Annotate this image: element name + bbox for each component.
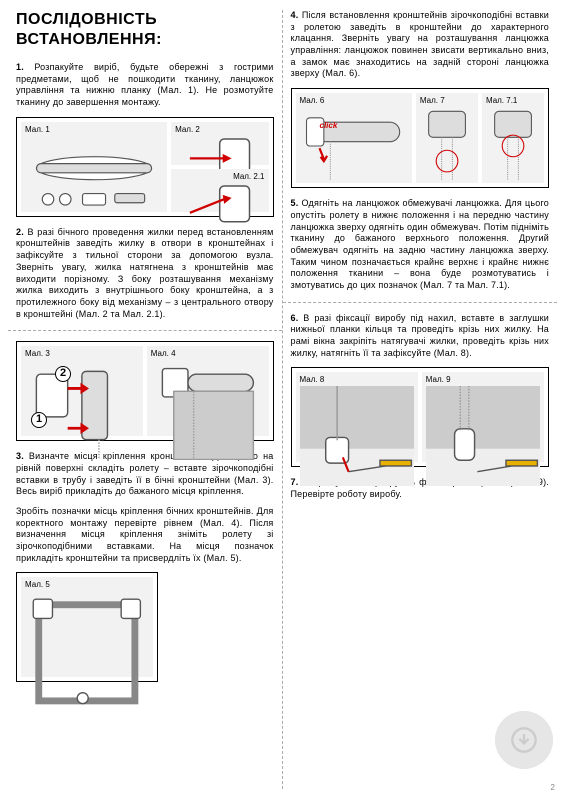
figure-2-label: Мал. 2 — [175, 125, 200, 135]
step-4-text: 4. Після встановлення кронштейнів зірочк… — [291, 10, 550, 80]
figure-6-label: Мал. 6 — [300, 96, 325, 106]
assembled-blind-icon — [151, 360, 265, 460]
figure-4-label: Мал. 4 — [151, 349, 176, 359]
page-number: 2 — [551, 783, 555, 793]
figure-2-1-label: Мал. 2.1 — [233, 172, 264, 182]
figure-row-2: Мал. 3 1 2 Мал. 4 — [16, 341, 274, 441]
figure-7-1-label: Мал. 7.1 — [486, 96, 517, 106]
figure-4: Мал. 4 — [147, 346, 269, 436]
figure-6: Мал. 6 click — [296, 93, 412, 183]
figure-3-label: Мал. 3 — [25, 349, 50, 359]
chain-fixer-icon — [426, 386, 540, 486]
divider — [8, 330, 282, 331]
figure-1: Мал. 1 — [21, 122, 167, 212]
step-2-text: 2. В разі бічного проведення жилки перед… — [16, 227, 274, 321]
click-install-icon — [300, 107, 408, 183]
watermark-icon — [495, 711, 553, 769]
figure-8-label: Мал. 8 — [300, 375, 325, 385]
tensioner-install-icon — [300, 386, 414, 486]
click-label: click — [320, 121, 338, 131]
figure-5-label: Мал. 5 — [25, 580, 50, 590]
figure-1-label: Мал. 1 — [25, 125, 50, 135]
figure-9: Мал. 9 — [422, 372, 544, 462]
bracket-assembly-icon — [25, 360, 139, 460]
page-title: ПОСЛІДОВНІСТЬ ВСТАНОВЛЕННЯ: — [16, 10, 274, 50]
figure-row-3: Мал. 5 — [16, 572, 158, 682]
figure-row-5: Мал. 8 Мал. 9 — [291, 367, 550, 467]
blind-parts-icon — [25, 136, 163, 217]
figure-7-label: Мал. 7 — [420, 96, 445, 106]
bracket-thread-alt-icon — [175, 183, 264, 228]
chain-limiter-icon — [420, 107, 474, 183]
figure-3: Мал. 3 1 2 — [21, 346, 143, 436]
divider-right — [283, 302, 558, 303]
figure-row-4: Мал. 6 click Мал. 7 — [291, 88, 550, 188]
figure-2: Мал. 2 — [171, 122, 268, 165]
figure-2-1: Мал. 2.1 — [171, 169, 268, 212]
step-1-text: 1. Розпакуйте виріб, будьте обережні з г… — [16, 62, 274, 109]
step-6-text: 6. В разі фіксації виробу під нахил, вст… — [291, 313, 550, 360]
figure-row-1: Мал. 1 Мал. 2 — [16, 117, 274, 217]
figure-9-label: Мал. 9 — [426, 375, 451, 385]
step-3-text-b: Зробіть позначки місць кріплення бічних … — [16, 506, 274, 564]
figure-7: Мал. 7 — [416, 93, 478, 183]
frame-brackets-icon — [25, 591, 149, 715]
chain-limiter-alt-icon — [486, 107, 540, 183]
figure-5: Мал. 5 — [21, 577, 153, 677]
step-5-text: 5. Одягніть на ланцюжок обмежувачі ланцю… — [291, 198, 550, 292]
figure-8: Мал. 8 — [296, 372, 418, 462]
figure-7-1: Мал. 7.1 — [482, 93, 544, 183]
